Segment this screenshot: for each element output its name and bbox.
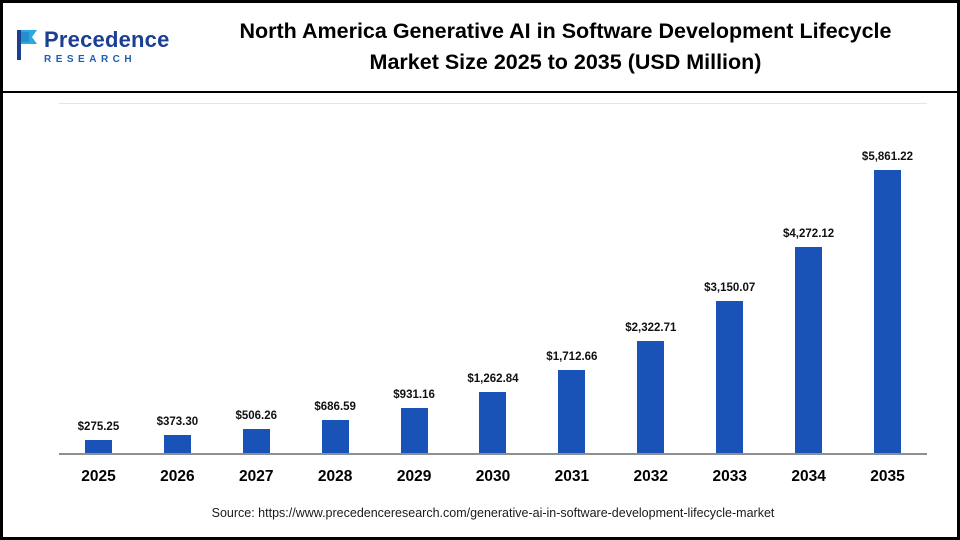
logo-subtitle: RESEARCH	[44, 53, 137, 65]
bar-value-label: $931.16	[393, 389, 435, 401]
x-tick-2035: 2035	[870, 468, 905, 485]
x-axis-labels: 2025 2026 2027 2028 2029 2030 2031 2032 2033 2034…	[59, 455, 927, 486]
bar-2029[interactable]	[400, 408, 428, 453]
x-tick-2028: 2028	[317, 468, 353, 485]
bar-value-label: $5,861.22	[861, 151, 914, 163]
bar-2031[interactable]	[558, 370, 586, 453]
bar-column-2025: $275.25	[59, 104, 138, 453]
bar-column-2034: $4,272.12	[769, 104, 848, 453]
bar-2026[interactable]	[163, 435, 191, 453]
bar-value-label: $1,262.84	[467, 373, 519, 385]
bar-2025[interactable]	[84, 440, 112, 453]
x-tick-2025: 2025	[81, 468, 116, 485]
x-tick-2033: 2033	[712, 468, 747, 485]
bar-2035[interactable]	[874, 170, 902, 453]
bar-2027[interactable]	[242, 429, 270, 453]
bar-column-2029: $931.16	[375, 104, 454, 453]
x-tick-2032: 2032	[633, 468, 669, 485]
x-tick-2026: 2026	[160, 468, 195, 485]
x-tick-2030: 2030	[475, 468, 511, 485]
bar-value-label: $373.30	[156, 416, 199, 428]
bar-value-label: $686.59	[314, 401, 356, 413]
header: Precedence RESEARCH North America Genera…	[3, 3, 957, 93]
bar-column-2032: $2,322.71	[611, 104, 690, 453]
bar-2032[interactable]	[637, 341, 665, 453]
chart-title-line2: Market Size 2025 to 2035 (USD Million)	[369, 50, 762, 74]
plot-area: $275.25 $373.30 $506.26 $686.59 $931.16 $1,26…	[59, 103, 927, 455]
bar-2030[interactable]	[479, 392, 507, 453]
bar-2028[interactable]	[321, 420, 349, 453]
x-tick-2029: 2029	[396, 468, 432, 485]
precedence-research-logo: Precedence RESEARCH	[17, 26, 192, 67]
source-note: Source: https://www.precedenceresearch.c…	[211, 506, 775, 520]
x-tick-2027: 2027	[239, 468, 274, 485]
bar-column-2035: $5,861.22	[848, 104, 927, 453]
bar-value-label: $1,712.66	[546, 351, 598, 363]
logo-name: Precedence	[44, 26, 170, 52]
bar-column-2026: $373.30	[138, 104, 217, 453]
chart-title: North America Generative AI in Software …	[192, 16, 939, 78]
bar-value-label: $275.25	[77, 421, 120, 433]
logo-text: Precedence RESEARCH	[44, 26, 170, 65]
x-tick-2031: 2031	[554, 468, 590, 485]
bar-value-label: $4,272.12	[783, 228, 835, 240]
bar-2034[interactable]	[795, 247, 823, 453]
bar-2033[interactable]	[716, 301, 744, 453]
bar-column-2033: $3,150.07	[690, 104, 769, 453]
bar-column-2030: $1,262.84	[454, 104, 533, 453]
bar-value-label: $2,322.71	[625, 322, 677, 334]
bar-column-2031: $1,712.66	[532, 104, 611, 453]
chart-section: $275.25 $373.30 $506.26 $686.59 $931.16 $1,26…	[3, 93, 957, 537]
bar-column-2028: $686.59	[296, 104, 375, 453]
x-tick-2034: 2034	[791, 468, 826, 485]
bar-value-label: $3,150.07	[704, 282, 756, 294]
chart-title-line1: North America Generative AI in Software …	[239, 18, 892, 43]
bar-value-label: $506.26	[235, 410, 278, 422]
logo-flag-icon	[17, 29, 39, 67]
bar-column-2027: $506.26	[217, 104, 296, 453]
